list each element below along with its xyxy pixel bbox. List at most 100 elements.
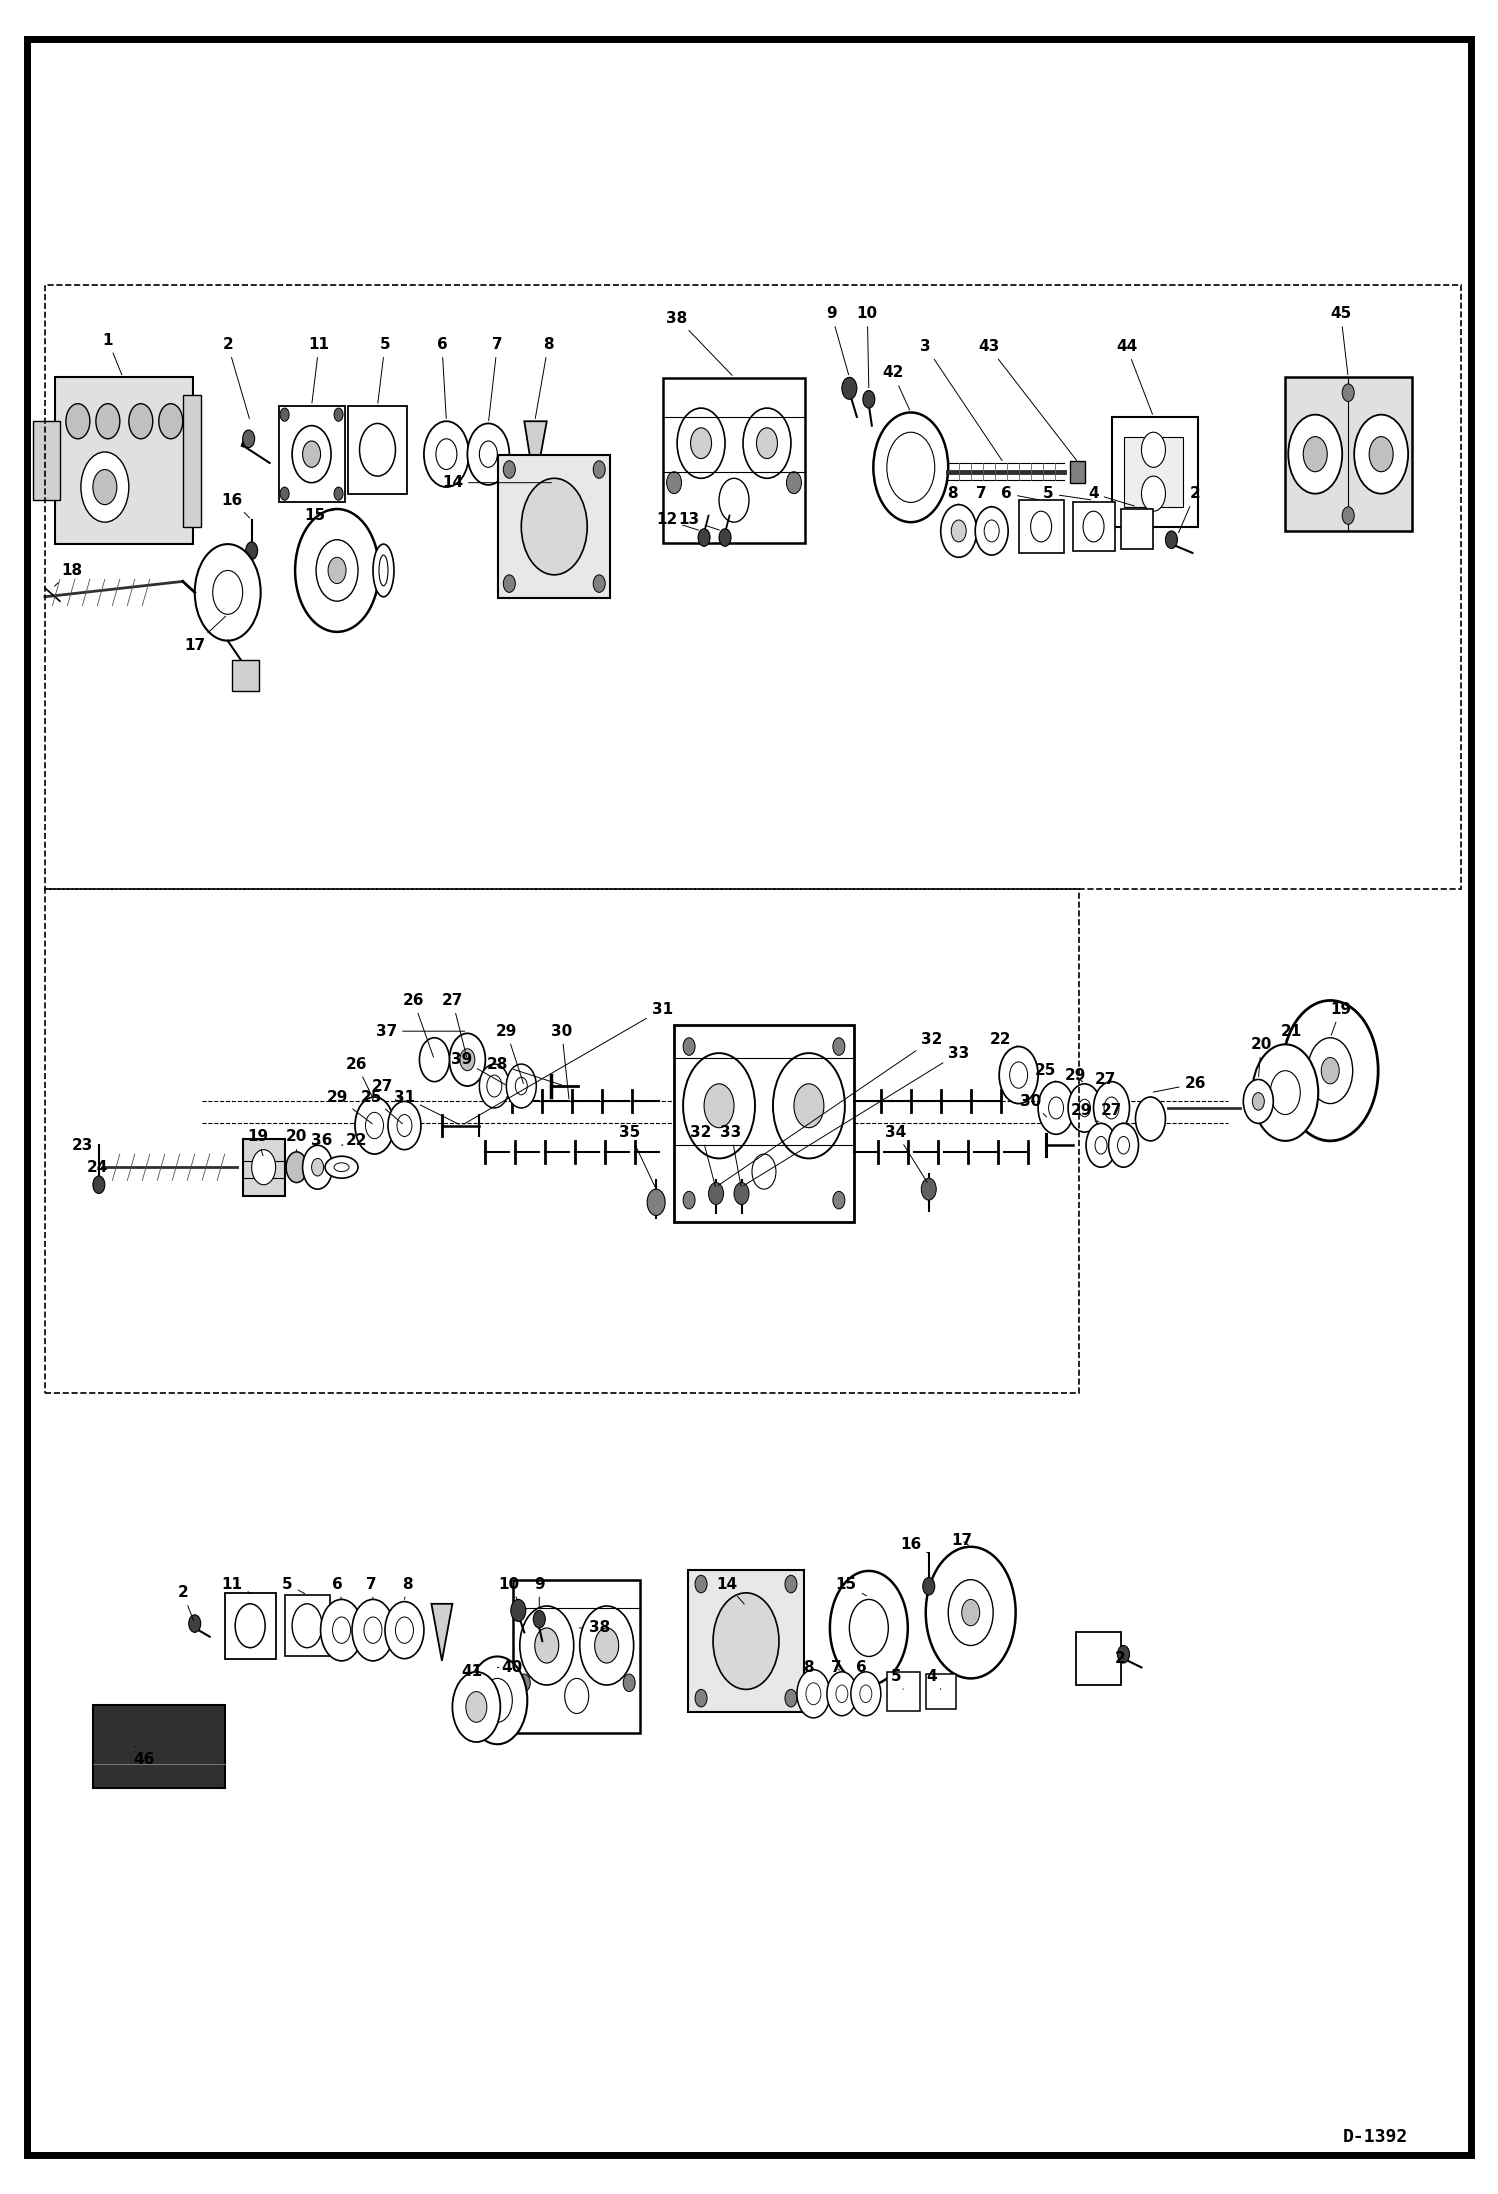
Polygon shape (431, 1604, 452, 1661)
Circle shape (683, 1038, 695, 1055)
Text: 34: 34 (885, 1126, 927, 1183)
Circle shape (93, 470, 117, 505)
Circle shape (851, 1672, 881, 1716)
Circle shape (1165, 531, 1177, 548)
Circle shape (360, 423, 395, 476)
Text: 38: 38 (580, 1621, 610, 1635)
Circle shape (683, 1053, 755, 1158)
Text: 7: 7 (830, 1661, 842, 1674)
Text: 1: 1 (102, 333, 121, 375)
Circle shape (713, 1593, 779, 1689)
Circle shape (1031, 511, 1052, 542)
Text: 29: 29 (1071, 1104, 1098, 1121)
Text: 27: 27 (372, 1079, 401, 1099)
Text: 32: 32 (691, 1126, 716, 1187)
Bar (225, 1593, 276, 1659)
Circle shape (830, 1571, 908, 1685)
Circle shape (195, 544, 261, 641)
Circle shape (1270, 1071, 1300, 1115)
Text: 39: 39 (451, 1053, 505, 1084)
Circle shape (312, 1158, 324, 1176)
Bar (285, 1595, 330, 1656)
Text: 26: 26 (403, 994, 433, 1058)
Text: 44: 44 (1116, 340, 1152, 415)
Circle shape (797, 1670, 830, 1718)
Circle shape (1135, 1097, 1165, 1141)
Circle shape (506, 1064, 536, 1108)
Bar (926, 1674, 956, 1709)
Circle shape (975, 507, 1008, 555)
Text: 7: 7 (975, 487, 992, 507)
Text: 27: 27 (1101, 1104, 1124, 1123)
Polygon shape (524, 421, 547, 487)
Bar (1076, 1632, 1121, 1685)
Circle shape (1303, 437, 1327, 472)
Circle shape (1288, 415, 1342, 494)
Bar (674, 1025, 854, 1222)
Circle shape (303, 1145, 333, 1189)
Ellipse shape (373, 544, 394, 597)
Circle shape (595, 1628, 619, 1663)
Circle shape (334, 408, 343, 421)
Text: 25: 25 (361, 1090, 403, 1123)
Bar (1285, 377, 1411, 531)
Circle shape (1354, 415, 1408, 494)
Bar (1121, 509, 1153, 548)
Circle shape (1342, 507, 1354, 524)
Text: 24: 24 (87, 1161, 108, 1174)
Circle shape (467, 1656, 527, 1744)
Text: 35: 35 (619, 1126, 655, 1187)
Circle shape (1049, 1097, 1064, 1119)
Text: 6: 6 (436, 338, 448, 419)
Circle shape (773, 1053, 845, 1158)
Circle shape (695, 1689, 707, 1707)
Bar (232, 660, 259, 691)
Circle shape (691, 428, 712, 459)
Circle shape (295, 509, 379, 632)
Circle shape (328, 557, 346, 584)
Ellipse shape (334, 1163, 349, 1172)
Text: 46: 46 (133, 1746, 154, 1766)
Circle shape (1369, 437, 1393, 472)
Bar (348, 406, 407, 494)
Circle shape (580, 1606, 634, 1685)
Circle shape (520, 1606, 574, 1685)
Bar (1112, 417, 1198, 527)
Circle shape (667, 472, 682, 494)
Text: 5: 5 (890, 1670, 903, 1689)
Text: 15: 15 (304, 509, 334, 522)
Circle shape (467, 423, 509, 485)
Text: 2: 2 (1179, 487, 1201, 533)
Bar (1124, 437, 1183, 507)
Text: 17: 17 (184, 617, 226, 652)
Text: 20: 20 (286, 1130, 307, 1152)
Text: 22: 22 (990, 1033, 1019, 1047)
Circle shape (1083, 511, 1104, 542)
Circle shape (926, 1547, 1016, 1678)
Bar (1070, 461, 1085, 483)
Bar (688, 1571, 804, 1711)
Text: 6: 6 (855, 1661, 867, 1674)
Circle shape (303, 441, 321, 467)
Text: 4: 4 (1088, 487, 1134, 507)
Circle shape (719, 478, 749, 522)
Circle shape (695, 1575, 707, 1593)
Bar (55, 377, 193, 544)
Text: 37: 37 (376, 1025, 464, 1038)
Circle shape (1342, 384, 1354, 402)
Circle shape (565, 1678, 589, 1714)
Circle shape (460, 1049, 475, 1071)
Circle shape (479, 1064, 509, 1108)
Text: 7: 7 (488, 338, 503, 421)
Circle shape (709, 1183, 724, 1205)
Circle shape (452, 1672, 500, 1742)
Circle shape (1095, 1136, 1107, 1154)
Circle shape (1079, 1099, 1091, 1117)
Text: 27: 27 (1095, 1073, 1116, 1086)
Circle shape (887, 432, 935, 502)
Ellipse shape (325, 1156, 358, 1178)
Circle shape (806, 1683, 821, 1705)
Text: 42: 42 (882, 366, 909, 410)
Text: 8: 8 (535, 338, 554, 419)
Bar (662, 377, 806, 542)
